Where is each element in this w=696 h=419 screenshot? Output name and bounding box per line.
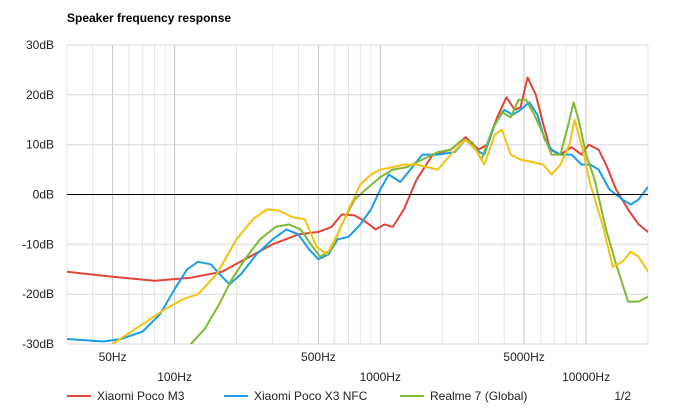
x-tick-label: 100Hz bbox=[157, 370, 192, 384]
y-tick-label: 30dB bbox=[26, 38, 54, 52]
legend-item[interactable]: Realme 7 (Global) bbox=[400, 389, 527, 403]
x-tick-label: 50Hz bbox=[99, 350, 127, 364]
legend-label: Xiaomi Poco M3 bbox=[97, 389, 185, 403]
y-tick-label: 0dB bbox=[33, 188, 54, 202]
series-line-3 bbox=[189, 98, 648, 344]
legend-item[interactable]: Xiaomi Poco X3 NFC bbox=[224, 389, 368, 403]
y-tick-label: -10dB bbox=[22, 237, 54, 251]
legend-label: Xiaomi Poco X3 NFC bbox=[254, 389, 368, 403]
y-tick-label: 20dB bbox=[26, 88, 54, 102]
legend-label: Realme 7 (Global) bbox=[430, 389, 527, 403]
chart-title: Speaker frequency response bbox=[67, 11, 231, 25]
axes: 30dB 20dB 10dB 0dB -10dB -20dB -30dB 50Hz 100Hz 5… bbox=[22, 38, 648, 384]
series-line-2 bbox=[67, 101, 648, 343]
series-lines bbox=[67, 76, 648, 344]
y-tick-label: -20dB bbox=[22, 287, 54, 301]
legend-page-indicator[interactable]: 1/2 bbox=[614, 389, 631, 403]
y-tick-label: 10dB bbox=[26, 138, 54, 152]
x-tick-label: 5000Hz bbox=[503, 350, 544, 364]
x-tick-label: 500Hz bbox=[301, 350, 336, 364]
x-tick-label: 1000Hz bbox=[360, 370, 401, 384]
y-tick-label: -30dB bbox=[22, 337, 54, 351]
series-line-4 bbox=[111, 118, 648, 344]
legend[interactable]: Xiaomi Poco M3 Xiaomi Poco X3 NFC Realme 7… bbox=[67, 389, 631, 403]
legend-item[interactable]: Xiaomi Poco M3 bbox=[67, 389, 185, 403]
x-tick-label: 10000Hz bbox=[562, 370, 610, 384]
